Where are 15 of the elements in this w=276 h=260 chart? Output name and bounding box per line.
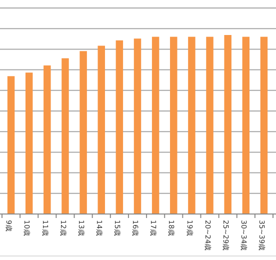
bar <box>206 36 214 214</box>
bar <box>152 36 160 214</box>
bar <box>62 58 69 214</box>
bar <box>80 51 87 214</box>
bar <box>44 65 51 214</box>
bar <box>134 38 142 214</box>
bar <box>7 76 15 214</box>
bar <box>224 35 232 214</box>
bar <box>170 36 178 214</box>
bar <box>116 40 124 214</box>
bar <box>98 46 105 214</box>
bar <box>25 72 33 214</box>
bar <box>260 36 268 214</box>
bar <box>242 36 250 214</box>
bar <box>188 36 196 214</box>
